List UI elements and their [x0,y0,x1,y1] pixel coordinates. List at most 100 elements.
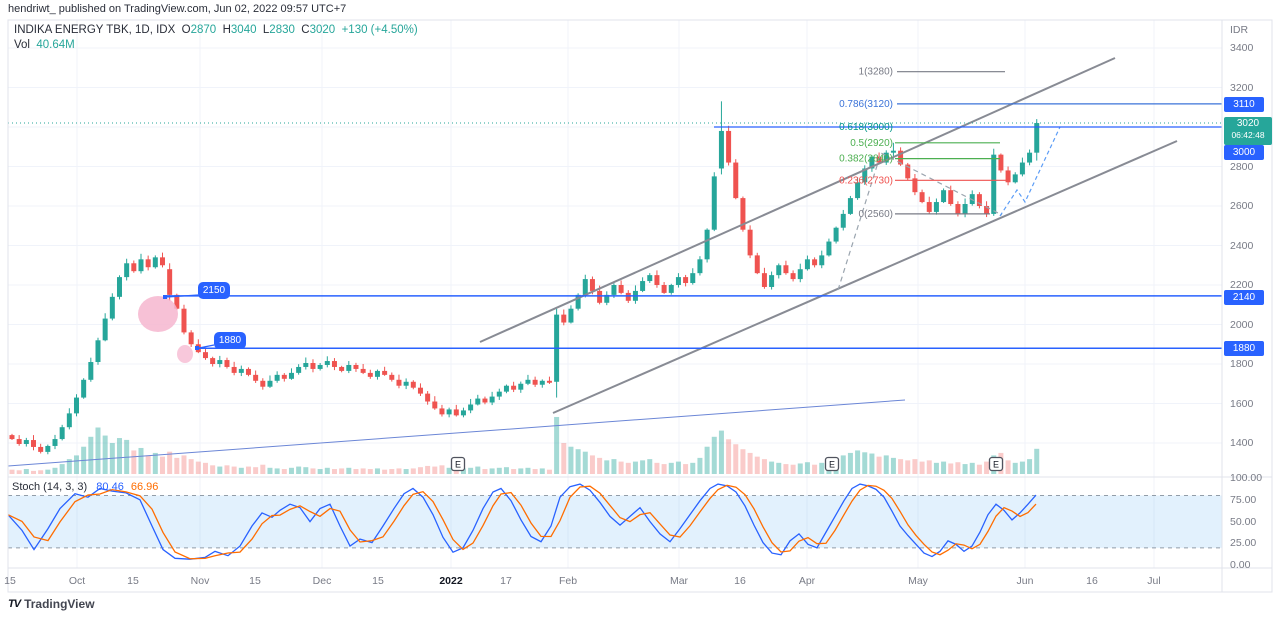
stochastic-title: Stoch (14, 3, 3) [12,481,88,493]
candle-body [790,273,796,280]
candle-body [446,409,452,415]
volume-bar [245,466,251,474]
candle-body [73,397,79,414]
volume-bar [317,469,323,474]
fib-level-label: 0.786(3120) [839,99,893,110]
volume-bar [202,462,208,474]
candle-body [898,150,904,165]
volume-bar [210,465,216,474]
volume-bar [260,464,266,474]
candle-body [174,294,180,309]
volume-bar [195,461,201,474]
volume-bar [138,447,144,474]
open-value: 2870 [190,24,217,36]
trend-line[interactable] [552,140,1178,414]
volume-bar [726,439,732,474]
volume-bar [769,461,775,474]
candle-body [711,176,717,230]
highlight-ellipse[interactable] [177,345,193,363]
candle-body [647,275,653,282]
price-tick-label: 2400 [1230,239,1254,252]
candle-body [303,363,309,367]
volume-bar [410,468,416,474]
volume-bar [1005,460,1011,474]
candle-body [238,368,244,373]
candle-body [833,227,839,242]
time-tick-label: Nov [190,575,210,587]
volume-bar [589,455,595,474]
earnings-marker[interactable] [824,456,840,472]
volume-bar [546,469,552,474]
volume-bar [238,467,244,474]
earnings-marker-letter: E [829,460,835,470]
volume-bar [382,469,388,474]
stoch-tick-label: 0.00 [1230,559,1251,572]
volume-bar [597,457,603,474]
candle-body [883,152,889,163]
projection-path[interactable] [837,152,1003,291]
candle-body [668,285,674,293]
volume-bar [733,444,739,474]
volume-value: 40.64M [36,39,75,51]
projection-path[interactable] [999,126,1061,217]
earnings-marker[interactable] [988,456,1004,472]
candle-body [38,446,44,452]
tradingview-watermark[interactable]: TV TradingView [8,597,95,611]
volume-bar [374,468,380,474]
fib-level-label: 0(2560) [859,209,893,220]
volume-bar [690,462,696,474]
candle-body [310,363,316,369]
earnings-marker[interactable] [450,456,466,472]
publish-info: hendriwt_ published on TradingView.com, … [8,3,347,15]
candle-body [159,257,165,266]
price-callout[interactable]: 1880 [214,332,246,349]
volume-bar [396,468,402,474]
volume-bar [697,457,703,474]
candle-body [589,279,595,291]
volume-bar [898,459,904,474]
candle-body [102,318,108,341]
stoch-tick-label: 50.00 [1230,515,1257,528]
candle-body [468,404,474,411]
candle-body [503,385,509,392]
volume-bar [167,451,173,474]
trend-line[interactable] [7,399,906,467]
volume-bar [984,461,990,474]
candle-body [998,154,1004,171]
callout-pointer [166,294,199,298]
time-tick-label: 16 [734,575,746,587]
candle-body [518,383,524,390]
volume-bar [45,469,51,474]
candle-body [16,439,22,444]
candle-body [855,182,861,199]
volume-bar [539,468,545,474]
candle-body [167,269,173,295]
volume-bar [181,455,187,474]
volume-bar [575,449,581,474]
close-value: 3020 [309,24,336,36]
candle-body [346,364,352,371]
candle-body [525,379,531,384]
tradingview-logo-text: TradingView [24,597,95,611]
candle-body [425,393,431,402]
volume-bar [912,459,918,474]
volume-bar [417,467,423,474]
earnings-marker-letter: E [455,460,461,470]
volume-bar [654,462,660,474]
candle-body [561,314,567,323]
volume-bar [618,461,624,474]
stochastic-d-value: 66.96 [130,481,159,493]
price-callout[interactable]: 2150 [198,282,230,299]
candle-body [611,285,617,295]
volume-bar [102,435,108,474]
volume-bar [496,467,502,474]
candle-body [81,379,87,398]
candle-body [912,178,918,193]
highlight-ellipse[interactable] [138,296,178,332]
trend-line[interactable] [479,57,1116,343]
volume-bar [862,452,868,474]
candle-body [253,374,259,381]
volume-bar [568,446,574,474]
price-tick-label: 1600 [1230,397,1254,410]
